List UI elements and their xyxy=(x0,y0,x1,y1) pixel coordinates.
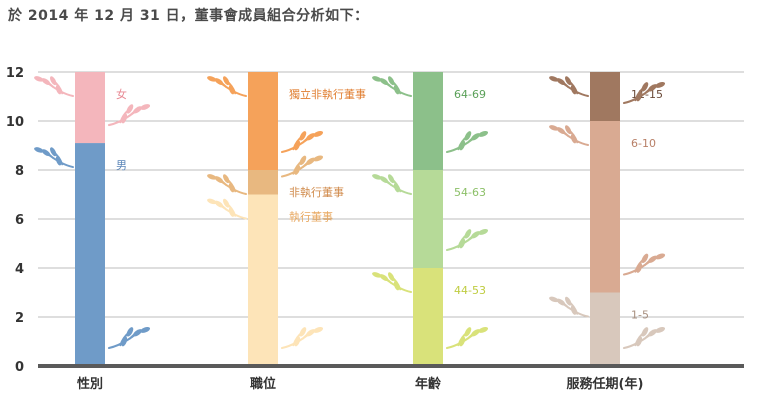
segment-label: 非執行董事 xyxy=(289,186,344,199)
branch-decoration xyxy=(622,82,666,105)
y-tick-label: 0 xyxy=(15,360,24,375)
branch-decoration xyxy=(372,272,412,293)
gridlines xyxy=(38,71,744,318)
bar-segment xyxy=(413,72,443,170)
bar-segment xyxy=(75,72,105,144)
branch-decoration xyxy=(107,327,151,350)
branch-decoration xyxy=(280,327,324,350)
stack-2: 執行董事 非執行董事 獨立非執行董事 xyxy=(207,72,366,366)
branch-decoration xyxy=(549,76,589,97)
segment-label: 執行董事 xyxy=(289,211,333,224)
bar-segment xyxy=(590,292,620,366)
branch-decoration xyxy=(207,174,247,195)
segment-label: 女 xyxy=(116,87,127,101)
segment-label: 獨立非執行董事 xyxy=(289,87,366,101)
segment-label: 54-63 xyxy=(454,186,486,199)
bar-segment xyxy=(590,121,620,293)
branch-decoration xyxy=(445,131,489,154)
bar-segment xyxy=(413,268,443,366)
branch-decoration xyxy=(34,76,74,97)
branch-decoration xyxy=(549,125,589,146)
branch-decoration xyxy=(372,174,412,195)
chart-title: 於 2014 年 12 月 31 日，董事會成員組合分析如下： xyxy=(8,8,369,24)
y-tick-label: 6 xyxy=(15,213,24,228)
segment-label: 1-5 xyxy=(631,309,649,322)
bar-segment xyxy=(75,143,105,366)
y-tick-label: 8 xyxy=(15,164,24,179)
y-tick-label: 10 xyxy=(6,115,24,130)
branch-decoration xyxy=(549,296,589,318)
stack-3: 44-53 54-63 64-69 xyxy=(372,72,489,366)
category-label: 職位 xyxy=(250,376,276,392)
bar-segment xyxy=(248,194,278,366)
branch-decoration xyxy=(372,76,412,97)
category-label: 年齡 xyxy=(415,376,441,392)
category-label: 服務任期(年) xyxy=(567,376,644,392)
branch-decoration xyxy=(445,327,489,350)
branch-decoration xyxy=(622,327,666,350)
y-tick-label: 4 xyxy=(15,262,24,277)
bar-segment xyxy=(590,72,620,121)
branch-decoration xyxy=(107,104,151,127)
branch-decoration xyxy=(280,155,324,178)
bar-segment xyxy=(248,72,278,170)
segment-label: 44-53 xyxy=(454,284,486,297)
stack-1: 男女 xyxy=(34,72,151,366)
branch-decoration xyxy=(280,131,324,154)
branch-decoration xyxy=(207,198,247,220)
segment-label: 64-69 xyxy=(454,88,486,101)
category-label: 性別 xyxy=(77,376,103,392)
y-tick-label: 2 xyxy=(15,311,24,326)
branch-decoration xyxy=(445,229,489,252)
y-tick-label: 12 xyxy=(6,66,24,81)
bar-segment xyxy=(248,170,278,195)
bar-segment xyxy=(413,170,443,268)
branch-decoration xyxy=(622,253,666,276)
segment-label: 男 xyxy=(116,159,127,172)
branch-decoration xyxy=(207,76,247,97)
branch-decoration xyxy=(34,147,74,169)
segment-label: 6-10 xyxy=(631,137,656,150)
